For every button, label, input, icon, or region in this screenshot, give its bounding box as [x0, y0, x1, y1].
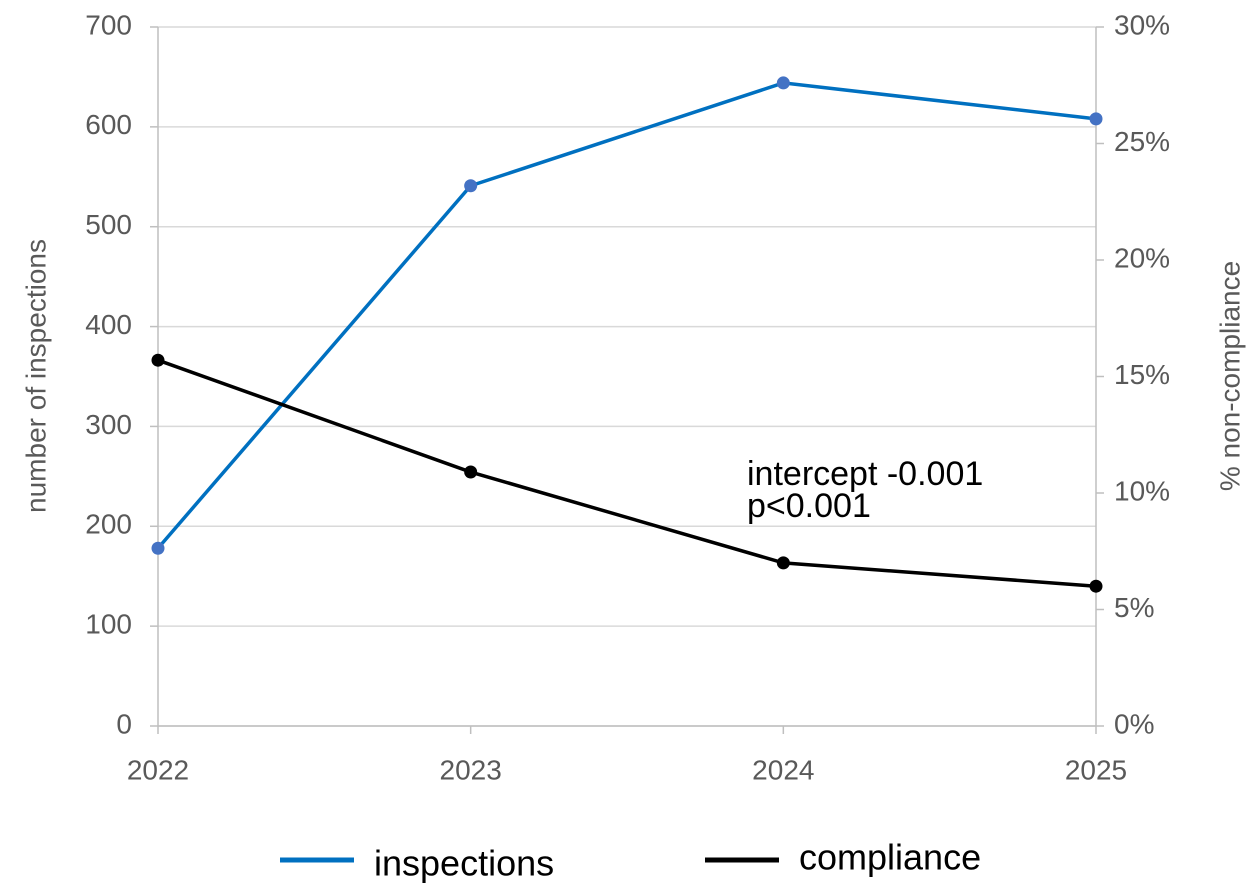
y2-tick-label: 15%: [1114, 359, 1170, 390]
x-tick-label: 2022: [127, 754, 189, 785]
y-tick-label: 0: [116, 708, 132, 739]
point: [151, 353, 165, 367]
y-tick-label: 200: [85, 509, 132, 540]
annotation: p<0.001: [747, 487, 871, 525]
point: [151, 541, 165, 555]
y-tick-label: 300: [85, 409, 132, 440]
series-line: [157, 358, 1097, 588]
y2-tick-label: 0%: [1114, 708, 1154, 739]
point: [776, 556, 790, 570]
y-axis-label: number of inspections: [20, 239, 51, 513]
point: [1089, 112, 1103, 126]
series-line: [156, 81, 1097, 550]
legend-label: compliance: [799, 837, 981, 878]
y-tick-label: 600: [85, 109, 132, 140]
y2-tick-label: 30%: [1114, 9, 1170, 40]
y-tick-label: 100: [85, 609, 132, 640]
y-tick-label: 400: [85, 309, 132, 340]
x-tick-label: 2023: [440, 754, 502, 785]
point: [1089, 579, 1103, 593]
point: [464, 179, 478, 193]
x-tick-label: 2024: [752, 754, 814, 785]
y2-tick-label: 10%: [1114, 475, 1170, 506]
y2-tick-label: 20%: [1114, 242, 1170, 273]
y-tick-label: 500: [85, 209, 132, 240]
y2-tick-label: 5%: [1114, 592, 1154, 623]
y2-tick-label: 25%: [1114, 126, 1170, 157]
y-tick-label: 700: [85, 9, 132, 40]
y2-axis-label: % non-compliance: [1214, 261, 1245, 491]
point: [776, 76, 790, 90]
legend-label: inspections: [374, 843, 554, 884]
annotation: intercept -0.001: [747, 455, 983, 493]
point: [464, 465, 478, 479]
x-tick-label: 2025: [1065, 754, 1127, 785]
